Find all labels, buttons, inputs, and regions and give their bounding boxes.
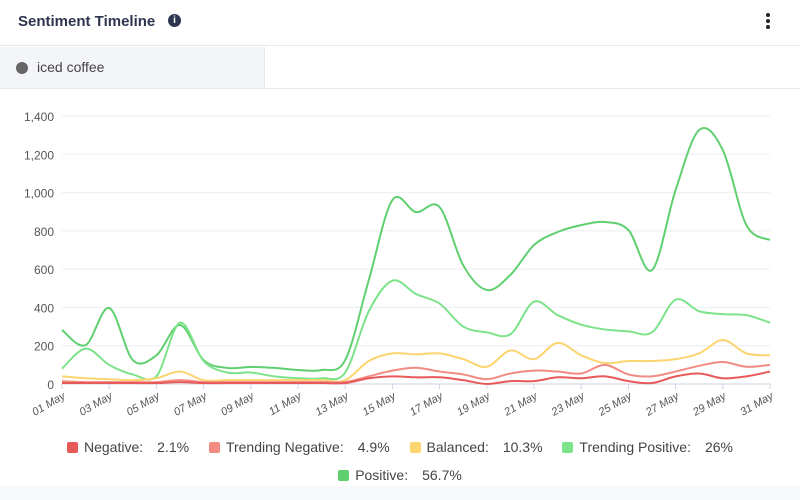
info-icon[interactable]: i <box>168 14 181 27</box>
sentiment-chart: 0 200 400 600 800 1,000 1,200 1,400 01 May 03 May… <box>24 110 777 419</box>
legend-label: Negative <box>83 439 140 455</box>
series-line-negative <box>61 370 771 386</box>
x-tick-label: 27 May <box>643 389 682 419</box>
x-tick-label: 05 May <box>125 389 164 418</box>
legend-item-negative[interactable]: Negative: 2.1% <box>66 433 190 461</box>
x-tick-label: 03 May <box>77 389 116 418</box>
legend-label: Balanced <box>426 439 485 455</box>
series-line-balanced <box>61 338 771 383</box>
legend-item-trending-negative[interactable]: Trending Negative: 4.9% <box>208 433 390 461</box>
x-tick-label: 17 May <box>408 389 447 418</box>
x-tick-label: 15 May <box>361 389 400 418</box>
x-tick-label: 29 May <box>690 389 729 419</box>
y-tick-label: 1,200 <box>24 148 54 162</box>
kebab-menu-icon[interactable] <box>762 12 774 32</box>
topic-color-dot <box>16 62 28 74</box>
legend-swatch <box>409 442 421 453</box>
x-tick-label: 01 May <box>30 389 69 418</box>
legend-percent: 4.9% <box>357 439 390 455</box>
x-tick-label: 25 May <box>596 389 635 419</box>
tab-iced-coffee[interactable]: iced coffee <box>0 47 265 88</box>
x-tick-label: 13 May <box>313 389 352 418</box>
x-tick-label: 23 May <box>549 389 588 419</box>
x-tick-label: 11 May <box>267 389 305 418</box>
y-tick-label: 1,400 <box>24 110 54 124</box>
x-tick-label: 31 May <box>738 389 777 418</box>
y-tick-label: 200 <box>34 340 54 354</box>
legend-swatch <box>562 442 574 453</box>
panel-title: Sentiment Timeline <box>18 13 156 30</box>
x-tick-label: 19 May <box>455 389 494 418</box>
x-tick-label: 07 May <box>172 389 211 418</box>
legend-percent: 56.7% <box>422 467 462 483</box>
y-tick-label: 0 <box>47 378 54 392</box>
legend: Negative: 2.1% Trending Negative: 4.9% Bal… <box>0 433 800 489</box>
legend-item-positive[interactable]: Positive: 56.7% <box>338 461 462 489</box>
tab-label: iced coffee <box>37 59 105 75</box>
legend-item-balanced[interactable]: Balanced: 10.3% <box>409 433 543 461</box>
series-line-trending-negative <box>61 360 771 384</box>
y-tick-label: 1,000 <box>24 187 54 201</box>
x-tick-label: 21 May <box>501 389 540 419</box>
y-tick-label: 800 <box>34 225 54 239</box>
legend-percent: 2.1% <box>157 439 190 455</box>
topic-tabs: iced coffee <box>0 47 800 89</box>
y-tick-label: 400 <box>34 301 54 315</box>
legend-label: Positive <box>355 467 405 483</box>
legend-label: Trending Negative <box>225 439 340 455</box>
series-line-positive <box>61 127 771 372</box>
legend-label: Trending Positive <box>579 439 688 455</box>
panel-header: Sentiment Timeline i <box>0 0 800 46</box>
footer-strip <box>0 486 800 500</box>
y-tick-label: 600 <box>34 263 54 277</box>
x-tick-label: 09 May <box>219 389 258 418</box>
legend-percent: 10.3% <box>502 439 543 455</box>
series-line-trending-positive <box>61 279 771 381</box>
legend-swatch <box>66 442 78 453</box>
legend-percent: 26% <box>704 439 733 455</box>
legend-item-trending-positive[interactable]: Trending Positive: 26% <box>562 433 733 461</box>
legend-swatch <box>338 470 350 481</box>
legend-swatch <box>208 442 220 453</box>
